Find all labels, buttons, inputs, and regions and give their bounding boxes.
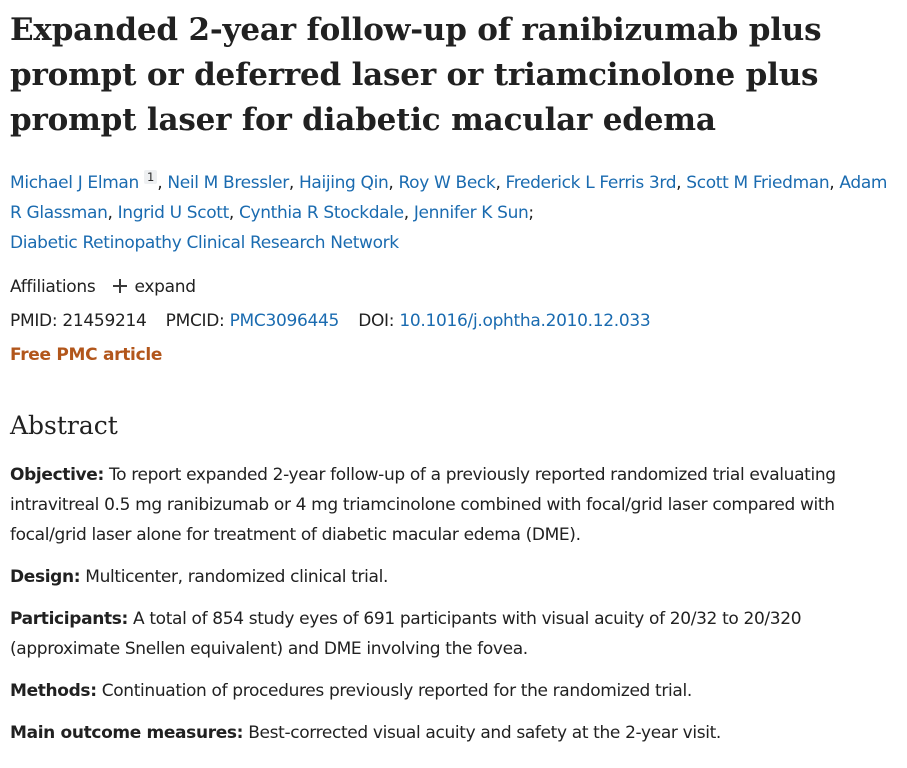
author-link[interactable]: Ingrid U Scott: [117, 203, 230, 223]
section-text: Multicenter, randomized clinical trial.: [85, 567, 389, 587]
abstract-section-design: Design: Multicenter, randomized clinical…: [10, 562, 900, 592]
abstract-section-objective: Objective: To report expanded 2-year fol…: [10, 460, 900, 550]
author-link[interactable]: Cynthia R Stockdale: [239, 203, 404, 223]
free-pmc-article-link[interactable]: Free PMC article: [10, 345, 163, 365]
doi-label: DOI:: [358, 311, 395, 331]
author-link[interactable]: Neil M Bressler: [167, 173, 289, 193]
abstract-section-main-outcome: Main outcome measures: Best-corrected vi…: [10, 718, 900, 748]
author-link[interactable]: Adam R Glassman: [10, 173, 888, 223]
author-link[interactable]: Scott M Friedman: [686, 173, 830, 193]
group-author-link[interactable]: Diabetic Retinopathy Clinical Research N…: [10, 233, 399, 253]
authors-list: Michael J Elman 1, Neil M Bressler, Haij…: [10, 170, 888, 253]
identifiers-row: PMID: 21459214 PMCID: PMC3096445 DOI: 10…: [10, 309, 664, 333]
affiliations-row: Affiliations expand: [10, 275, 196, 299]
abstract-heading: Abstract: [10, 411, 118, 440]
pmid-label: PMID:: [10, 311, 58, 331]
pmid-value: 21459214: [62, 311, 147, 331]
section-label: Objective:: [10, 465, 104, 485]
abstract-body: Objective: To report expanded 2-year fol…: [10, 460, 900, 760]
section-text: Best-corrected visual acuity and safety …: [248, 723, 721, 743]
section-text: To report expanded 2-year follow-up of a…: [10, 465, 836, 545]
abstract-section-methods: Methods: Continuation of procedures prev…: [10, 676, 900, 706]
doi-link[interactable]: 10.1016/j.ophtha.2010.12.033: [399, 311, 651, 331]
section-text: Continuation of procedures previously re…: [101, 681, 693, 701]
pmid-group: PMID: 21459214: [10, 311, 152, 331]
section-label: Methods:: [10, 681, 97, 701]
doi-group: DOI: 10.1016/j.ophtha.2010.12.033: [358, 311, 651, 331]
article-title: Expanded 2-year follow-up of ranibizumab…: [10, 12, 822, 138]
affiliation-ref[interactable]: 1: [143, 170, 158, 184]
plus-icon: [112, 279, 127, 293]
affiliations-label: Affiliations: [10, 277, 96, 297]
section-label: Participants:: [10, 609, 128, 629]
author-link[interactable]: Haijing Qin: [299, 173, 389, 193]
abstract-section-participants: Participants: A total of 854 study eyes …: [10, 604, 900, 664]
section-text: A total of 854 study eyes of 691 partici…: [10, 609, 802, 659]
section-label: Design:: [10, 567, 81, 587]
affiliations-expand-toggle[interactable]: expand: [112, 277, 197, 297]
pmcid-group: PMCID: PMC3096445: [166, 311, 345, 331]
author-link[interactable]: Michael J Elman: [10, 173, 139, 193]
section-label: Main outcome measures:: [10, 723, 244, 743]
author-link[interactable]: Roy W Beck: [398, 173, 496, 193]
author-link[interactable]: Jennifer K Sun: [413, 203, 529, 223]
pmcid-label: PMCID:: [165, 311, 225, 331]
author-link[interactable]: Frederick L Ferris 3rd: [505, 173, 677, 193]
pmcid-link[interactable]: PMC3096445: [229, 311, 340, 331]
expand-label: expand: [134, 277, 197, 297]
